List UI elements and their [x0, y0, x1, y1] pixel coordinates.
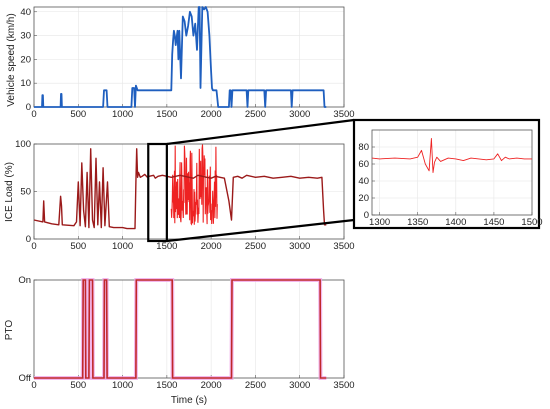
- zoom-connector-bottom: [166, 218, 355, 243]
- pto-ytick-label: On: [18, 275, 31, 286]
- zoom-region-box: [147, 142, 168, 243]
- ice-load-panel: 0 500 1000 1500 2000 2500 3000 3500 0 50 100: [15, 139, 354, 252]
- load-noise-band: [170, 144, 218, 226]
- load-xtick-label: 500: [70, 241, 86, 252]
- load-xtick-label: 2500: [245, 241, 266, 252]
- speed-ylabel: Vehicle speed (km/h): [6, 13, 17, 106]
- time-xlabel: Time (s): [171, 395, 207, 406]
- pto-frame: [33, 279, 345, 379]
- zoom-ytick-label: 60: [358, 159, 369, 170]
- speed-panel: 0 500 1000 1500 2000 2500 3000 3500 0 10 20 30 40: [20, 6, 355, 120]
- speed-ytick-label: 30: [20, 31, 31, 42]
- pto-xtick-label: 3000: [289, 380, 310, 391]
- speed-xtick-label: 1500: [156, 109, 177, 120]
- speed-xtick-label: 1000: [112, 109, 133, 120]
- load-xtick-label: 0: [31, 241, 36, 252]
- speed-xtick-label: 0: [31, 109, 36, 120]
- load-xtick-label: 3000: [289, 241, 310, 252]
- pto-xtick-label: 0: [31, 380, 36, 391]
- load-xtick-label: 1500: [156, 241, 177, 252]
- zoom-frame: [371, 129, 533, 216]
- load-ytick-label: 50: [20, 187, 31, 198]
- pto-panel: 0 500 1000 1500 2000 2500 3000 3500 Off On: [18, 275, 354, 391]
- zoom-xtick-label: 1500: [521, 217, 542, 228]
- load-xtick-label: 1000: [112, 241, 133, 252]
- pto-series-glow: [34, 278, 327, 380]
- speed-xtick-label: 3500: [333, 109, 354, 120]
- zoom-ytick-label: 80: [358, 142, 369, 153]
- speed-xtick-label: 2500: [245, 109, 266, 120]
- zoom-ytick-label: 20: [358, 193, 369, 204]
- zoom-xtick-label: 1350: [407, 217, 428, 228]
- zoom-series-line: [371, 138, 532, 173]
- load-xtick-label: 3500: [333, 241, 354, 252]
- pto-xtick-label: 2000: [201, 380, 222, 391]
- zoom-inset-panel: 1300 1350 1400 1450 1500 0 20 40 60 80: [352, 118, 543, 230]
- zoom-inset-frame: [352, 118, 541, 230]
- zoom-ytick-label: 40: [358, 176, 369, 187]
- speed-ytick-label: 0: [26, 102, 31, 113]
- speed-xtick-label: 2000: [201, 109, 222, 120]
- pto-xtick-label: 3500: [333, 380, 354, 391]
- pto-ytick-label: Off: [19, 373, 32, 384]
- speed-ytick-label: 40: [20, 7, 31, 18]
- load-ytick-label: 100: [15, 139, 31, 150]
- pto-series-line: [34, 279, 327, 379]
- pto-ylabel: PTO: [4, 320, 15, 341]
- zoom-xtick-label: 1300: [369, 217, 390, 228]
- zoom-connector-top: [166, 118, 355, 146]
- speed-series-line: [34, 6, 327, 108]
- speed-xtick-label: 3000: [289, 109, 310, 120]
- zoom-connector: [166, 118, 355, 243]
- pto-xtick-label: 1500: [156, 380, 177, 391]
- zoom-ytick-label: 0: [364, 210, 369, 221]
- load-ylabel: ICE Load (%): [4, 162, 15, 222]
- speed-ytick-label: 10: [20, 78, 31, 89]
- load-ytick-label: 0: [26, 234, 31, 245]
- speed-frame: [33, 6, 345, 108]
- pto-xtick-label: 500: [70, 380, 86, 391]
- zoom-xtick-label: 1450: [483, 217, 504, 228]
- load-series-line: [33, 148, 327, 230]
- pto-xtick-label: 1000: [112, 380, 133, 391]
- pto-xtick-label: 2500: [245, 380, 266, 391]
- speed-ytick-label: 20: [20, 54, 31, 65]
- zoom-xtick-label: 1400: [445, 217, 466, 228]
- speed-xtick-label: 500: [70, 109, 86, 120]
- load-xtick-label: 2000: [201, 241, 222, 252]
